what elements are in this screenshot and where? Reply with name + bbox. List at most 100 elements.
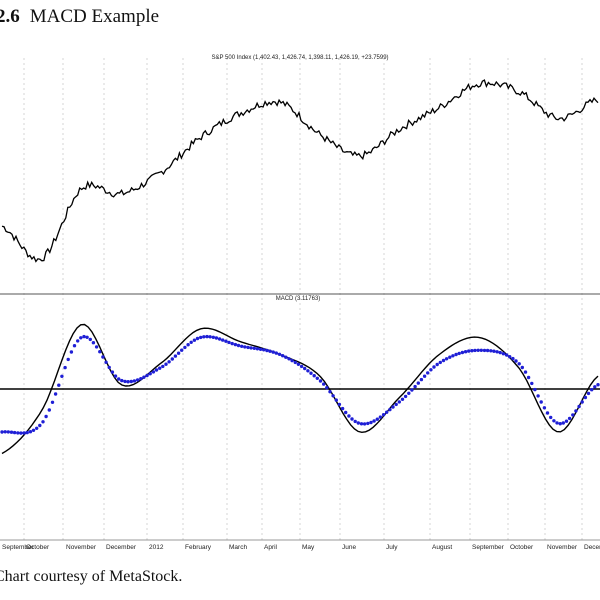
signal-point	[325, 386, 329, 390]
signal-point	[549, 415, 553, 420]
signal-point	[205, 334, 209, 339]
signal-point	[552, 419, 556, 423]
signal-point	[208, 335, 212, 339]
signal-point	[309, 371, 313, 375]
signal-point	[233, 342, 238, 347]
signal-point	[322, 382, 326, 386]
signal-point	[290, 358, 294, 363]
signal-point	[167, 360, 171, 364]
figure-title-text: MACD Example	[29, 6, 160, 27]
signal-point	[536, 394, 540, 398]
signal-point	[217, 337, 222, 341]
signal-point	[230, 341, 234, 346]
signal-point	[482, 348, 487, 353]
x-tick-label: May	[302, 544, 315, 551]
signal-point	[426, 371, 430, 375]
signal-point	[44, 414, 48, 419]
signal-point	[53, 392, 58, 396]
signal-point	[476, 348, 480, 352]
signal-point	[117, 377, 121, 381]
signal-point	[441, 358, 446, 363]
signal-point	[400, 397, 405, 401]
signal-point	[277, 352, 282, 356]
x-tick-label: November	[66, 544, 97, 551]
signal-point	[413, 384, 417, 389]
price-panel-title: S&P 500 Index (1,402.43, 1,426.74, 1,398…	[211, 55, 388, 61]
x-tick-label: 2012	[149, 544, 164, 551]
signal-point	[539, 400, 543, 404]
signal-point	[296, 362, 301, 366]
signal-point	[224, 339, 228, 343]
signal-point	[306, 369, 310, 373]
signal-point	[221, 338, 225, 342]
signal-point	[132, 379, 137, 383]
figure-caption: Chart courtesy of MetaStock.	[0, 568, 183, 585]
signal-point	[60, 374, 64, 378]
signal-point	[369, 420, 373, 425]
signal-point	[94, 345, 99, 349]
signal-point	[429, 368, 433, 372]
signal-point	[501, 352, 506, 356]
signal-point	[129, 379, 133, 384]
signal-point	[485, 348, 490, 353]
signal-point	[63, 365, 67, 370]
signal-point	[334, 398, 338, 402]
signal-point	[126, 380, 130, 384]
signal-point	[66, 357, 70, 362]
signal-point	[41, 420, 45, 424]
signal-point	[463, 350, 468, 354]
signal-point	[281, 354, 285, 358]
signal-point	[173, 354, 178, 358]
x-tick-label: December	[584, 544, 600, 551]
signal-point	[388, 407, 392, 412]
x-tick-label: September	[2, 544, 35, 551]
signal-point	[101, 355, 105, 359]
signal-point	[416, 381, 420, 385]
signal-point	[6, 430, 10, 434]
signal-point	[347, 414, 351, 418]
macd-series-line	[1, 323, 599, 455]
signal-point	[76, 339, 80, 343]
signal-point	[508, 355, 512, 359]
signal-point	[110, 370, 115, 374]
signal-point	[344, 410, 348, 415]
signal-point	[19, 431, 23, 435]
signal-point	[438, 360, 442, 365]
signal-point	[520, 365, 524, 370]
signal-point	[211, 335, 215, 339]
x-tick-label: October	[510, 544, 534, 551]
signal-point	[511, 356, 515, 361]
signal-point	[422, 374, 427, 378]
signal-point	[287, 357, 291, 361]
signal-point	[255, 347, 260, 351]
signal-point	[586, 391, 591, 396]
signal-point	[227, 340, 231, 345]
x-tick-label: October	[26, 544, 50, 551]
signal-point	[526, 375, 531, 380]
signal-point	[391, 405, 395, 409]
signal-point	[410, 388, 414, 392]
signal-point	[164, 362, 168, 366]
signal-point	[353, 419, 357, 424]
signal-point	[3, 430, 7, 434]
x-tick-label: April	[264, 544, 278, 551]
signal-point	[85, 335, 89, 339]
signal-point	[460, 350, 465, 355]
signal-point	[498, 350, 502, 355]
signal-point	[555, 421, 559, 425]
signal-point	[574, 409, 578, 413]
x-tick-label: February	[185, 544, 212, 551]
signal-point	[82, 334, 86, 339]
signal-point	[362, 422, 367, 426]
signal-point	[451, 354, 455, 358]
signal-point	[504, 353, 509, 357]
signal-point	[489, 349, 493, 353]
signal-point	[378, 415, 383, 419]
macd-panel-title: MACD (3.11763)	[276, 296, 321, 302]
signal-point	[454, 352, 458, 357]
signal-point	[142, 375, 146, 379]
signal-point	[564, 419, 569, 423]
signal-point	[249, 346, 253, 350]
signal-point	[583, 395, 588, 400]
figure-title: 2.6 MACD Example	[0, 6, 159, 28]
